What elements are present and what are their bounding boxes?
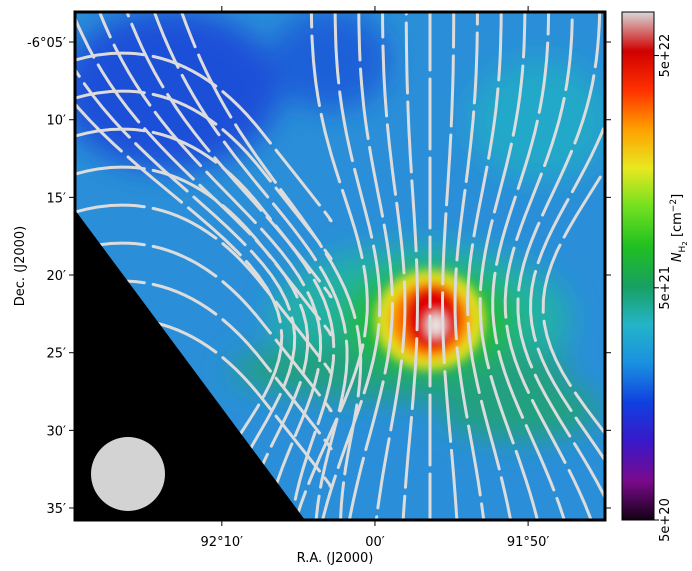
- y-tick-label: 25′: [47, 347, 67, 362]
- colorbar-tick-label: 5e+21: [658, 266, 673, 310]
- streamline: [541, 166, 605, 436]
- streamline: [478, 12, 539, 520]
- streamline: [294, 12, 369, 520]
- streamline: [491, 12, 566, 520]
- x-axis-label: R.A. (J2000): [297, 551, 374, 566]
- colorbar-label-sub: H: [678, 246, 688, 253]
- colorbar-gradient: [621, 11, 655, 521]
- streamline: [401, 12, 420, 520]
- colorbar-label-subsub: 2: [681, 241, 689, 245]
- colorbar-tick-label: 5e+22: [658, 34, 673, 78]
- plot-frame: [73, 10, 607, 522]
- streamline: [75, 203, 333, 375]
- streamline: [503, 12, 593, 520]
- x-tick-label: 91°50′: [507, 535, 550, 550]
- streamline: [75, 165, 333, 337]
- streamline: [453, 12, 486, 520]
- y-tick-label: 35′: [47, 502, 67, 517]
- streamline: [75, 279, 333, 451]
- colorbar: 5e+20 5e+21 5e+22: [621, 11, 673, 542]
- x-tick-label: 00′: [365, 535, 385, 550]
- streamline: [75, 127, 333, 299]
- colorbar-label-symbol: N: [670, 252, 685, 262]
- streamline: [374, 12, 407, 520]
- map-image: [75, 12, 605, 520]
- streamline: [75, 89, 333, 261]
- y-tick-label: 10′: [47, 114, 67, 129]
- streamline: [516, 12, 605, 501]
- streamline: [125, 12, 336, 520]
- y-tick-label: 15′: [47, 191, 67, 206]
- colorbar-tick-label: 5e+20: [658, 498, 673, 542]
- streamline: [466, 12, 513, 520]
- streamline: [97, 12, 323, 520]
- colorbar-label-exp: −2: [669, 199, 679, 212]
- colorbar-label: NH2 [cm−2]: [669, 194, 689, 262]
- y-tick-label: 20′: [47, 269, 67, 284]
- streamline: [347, 12, 394, 520]
- y-tick-label: 30′: [47, 424, 67, 439]
- streamline: [75, 51, 333, 223]
- x-tick-label: 92°10′: [201, 535, 244, 550]
- beam: [91, 437, 165, 511]
- colorbar-label-close: ]: [670, 194, 685, 199]
- streamline: [75, 241, 333, 413]
- streamline: [152, 12, 349, 520]
- streamline: [180, 12, 363, 520]
- y-axis-label: Dec. (J2000): [13, 226, 28, 306]
- colorbar-label-unit: [cm: [670, 212, 685, 241]
- streamline: [321, 12, 382, 520]
- streamline: [440, 12, 459, 520]
- y-tick-label: -6°05′: [27, 36, 66, 51]
- streamline: [529, 120, 605, 463]
- streamlines: [75, 12, 605, 520]
